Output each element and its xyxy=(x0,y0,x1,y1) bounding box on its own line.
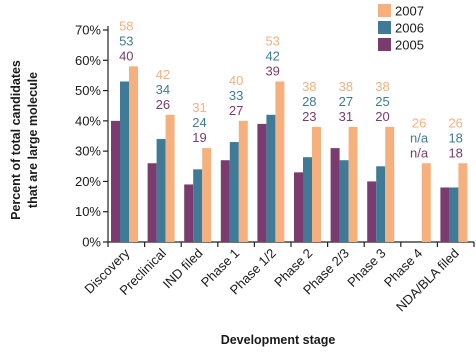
data-label-2007: 40 xyxy=(229,73,243,88)
bar-2007 xyxy=(312,126,321,242)
legend-label-2005: 2005 xyxy=(395,38,424,53)
bar-2005 xyxy=(330,148,340,242)
bar-2006 xyxy=(339,160,349,242)
bar-2005 xyxy=(294,172,303,242)
bar-2007 xyxy=(385,126,395,242)
bar-2007 xyxy=(348,126,358,242)
data-label-2005: 40 xyxy=(119,48,133,63)
bar-2006 xyxy=(303,157,312,242)
y-tick-label: 20% xyxy=(75,174,101,189)
data-label-2007: 38 xyxy=(375,79,389,94)
bar-2007 xyxy=(275,81,285,242)
legend: 2007 2006 2005 xyxy=(378,4,424,53)
bar-2006 xyxy=(229,142,239,242)
bar-2007 xyxy=(165,114,175,242)
bars xyxy=(111,66,468,242)
bar-2006 xyxy=(193,169,203,242)
bar-2006 xyxy=(376,166,386,242)
y-axis-title-line-2: that are large molecule xyxy=(26,72,40,208)
bar-2006 xyxy=(156,139,166,242)
data-label-2005: 26 xyxy=(156,97,170,112)
data-label-2005: 20 xyxy=(375,109,389,124)
data-label-2006: 33 xyxy=(229,88,243,103)
bar-2006 xyxy=(120,81,129,242)
y-tick-label: 50% xyxy=(75,83,101,98)
data-label-2005: n/a xyxy=(410,145,429,160)
bar-2007 xyxy=(238,120,248,242)
data-label-2006: n/a xyxy=(410,130,429,145)
bar-2006 xyxy=(266,114,276,242)
x-axis-title: Development stage xyxy=(221,333,336,347)
bar-2005 xyxy=(440,187,450,242)
bar-2005 xyxy=(220,160,230,242)
data-label-2006: 53 xyxy=(119,33,133,48)
data-label-2006: 24 xyxy=(192,115,206,130)
data-label-2007: 31 xyxy=(192,100,206,115)
data-label-2005: 27 xyxy=(229,103,243,118)
data-label-2006: 27 xyxy=(339,94,353,109)
legend-label-2007: 2007 xyxy=(395,4,424,19)
legend-swatch-2007 xyxy=(378,4,391,17)
data-label-2007: 26 xyxy=(448,115,462,130)
bar-2005 xyxy=(184,184,194,242)
data-label-2005: 18 xyxy=(448,145,462,160)
data-label-2007: 53 xyxy=(265,33,279,48)
data-label-2007: 26 xyxy=(412,115,426,130)
y-tick-label: 30% xyxy=(75,144,101,159)
data-label-2005: 19 xyxy=(192,130,206,145)
data-label-2007: 38 xyxy=(302,79,316,94)
y-tick-label: 10% xyxy=(75,204,101,219)
data-label-2006: 34 xyxy=(156,82,170,97)
data-label-2005: 23 xyxy=(302,109,316,124)
bar-2007 xyxy=(421,163,431,242)
data-label-2006: 28 xyxy=(302,94,316,109)
y-tick-label: 40% xyxy=(75,113,101,128)
data-label-2007: 42 xyxy=(156,67,170,82)
legend-swatch-2006 xyxy=(378,21,391,34)
bar-2007 xyxy=(458,163,468,242)
legend-swatch-2005 xyxy=(378,38,391,51)
bar-2005 xyxy=(257,123,267,242)
y-axis-title-line-1: Percent of total candidates xyxy=(9,60,23,220)
bar-2006 xyxy=(449,187,459,242)
legend-label-2006: 2006 xyxy=(395,21,424,36)
y-tick-label: 70% xyxy=(75,23,101,38)
bar-2005 xyxy=(367,181,377,242)
data-label-2006: 25 xyxy=(375,94,389,109)
y-tick-label: 60% xyxy=(75,53,101,68)
x-tick-label: IND filed xyxy=(160,246,206,292)
data-label-2005: 31 xyxy=(339,109,353,124)
data-label-2006: 42 xyxy=(265,48,279,63)
x-tick-label: Phase 3 xyxy=(344,246,388,290)
bar-2007 xyxy=(129,66,138,242)
bar-2007 xyxy=(202,148,212,242)
data-label-2006: 18 xyxy=(448,130,462,145)
data-label-2007: 58 xyxy=(119,18,133,33)
data-label-2005: 39 xyxy=(265,63,279,78)
bar-2005 xyxy=(111,120,120,242)
data-label-2007: 38 xyxy=(339,79,353,94)
bar-2005 xyxy=(147,163,157,242)
y-tick-label: 0% xyxy=(82,235,101,250)
